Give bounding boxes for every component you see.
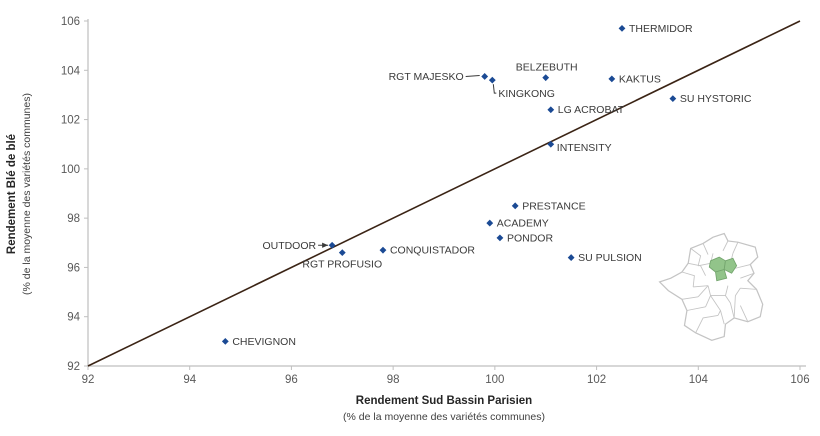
data-point <box>511 202 519 210</box>
department-border <box>697 285 709 298</box>
point-label: ACADEMY <box>497 218 549 230</box>
data-point <box>338 249 346 257</box>
point-label: RGT MAJESKO <box>389 71 464 83</box>
x-axis-title-sub: (% de la moyenne des variétés communes) <box>343 411 545 423</box>
point-label: THERMIDOR <box>629 23 693 35</box>
x-tick-label: 100 <box>485 374 504 386</box>
department-border <box>725 285 729 296</box>
x-tick-label: 102 <box>587 374 606 386</box>
point-label: PRESTANCE <box>522 200 585 212</box>
data-point <box>379 246 387 254</box>
point-label: LG ACROBAT <box>558 104 625 116</box>
data-point <box>542 74 550 82</box>
label-connector <box>492 84 497 94</box>
data-point <box>618 24 626 32</box>
y-tick-label: 92 <box>67 361 80 373</box>
department-border <box>681 271 695 287</box>
y-tick-label: 106 <box>61 16 80 28</box>
highlighted-region <box>723 257 738 274</box>
y-tick-label: 102 <box>61 115 80 127</box>
y-tick-label: 94 <box>67 312 80 324</box>
data-point <box>328 241 336 249</box>
department-border <box>695 315 719 334</box>
data-point <box>547 106 555 114</box>
france-departments-map-icon <box>658 232 764 341</box>
point-label: BELZEBUTH <box>516 62 578 74</box>
department-border <box>720 310 725 325</box>
y-tick-label: 96 <box>67 262 80 274</box>
x-axis-title: Rendement Sud Bassin Parisien (% de la m… <box>343 393 545 425</box>
point-label: INTENSITY <box>557 142 612 154</box>
department-border <box>733 287 741 318</box>
point-label: PONDOR <box>507 232 554 244</box>
department-border <box>698 262 711 267</box>
department-border <box>681 296 699 300</box>
department-border <box>740 287 757 290</box>
department-border <box>710 295 731 304</box>
data-point <box>481 73 489 80</box>
data-point <box>567 254 575 261</box>
label-connector <box>465 74 480 77</box>
point-label: KAKTUS <box>619 73 661 85</box>
x-tick-label: 104 <box>689 374 709 386</box>
label-arrowhead <box>322 242 329 248</box>
data-point <box>221 337 229 345</box>
department-border <box>710 295 721 316</box>
data-point <box>488 76 496 84</box>
point-label: SU HYSTORIC <box>680 93 752 105</box>
point-label: OUTDOOR <box>262 240 316 252</box>
y-tick-label: 100 <box>61 164 80 176</box>
department-border <box>690 248 702 266</box>
x-axis-title-main: Rendement Sud Bassin Parisien <box>355 395 533 407</box>
department-border <box>700 265 706 276</box>
y-tick-label: 98 <box>67 213 80 225</box>
data-point <box>486 219 494 227</box>
department-border <box>722 240 729 252</box>
france-outline <box>658 232 764 341</box>
x-tick-label: 96 <box>285 374 298 386</box>
department-border <box>729 302 735 319</box>
department-border <box>740 272 755 279</box>
point-label: SU PULSION <box>578 252 642 264</box>
highlighted-region <box>715 268 728 282</box>
department-border <box>686 306 706 311</box>
point-label: RGT PROFUSIO <box>302 259 382 271</box>
department-border <box>732 242 739 254</box>
data-point <box>608 75 616 83</box>
data-point <box>669 95 677 103</box>
point-label: CONQUISTADOR <box>390 245 475 257</box>
department-border <box>702 243 709 255</box>
point-label: CHEVIGNON <box>232 336 296 348</box>
department-border <box>693 285 709 288</box>
x-tick-label: 106 <box>790 374 809 386</box>
department-border <box>735 264 751 269</box>
x-tick-label: 92 <box>82 374 95 386</box>
data-point <box>496 234 504 242</box>
department-border <box>739 305 749 322</box>
identity-line <box>87 20 801 367</box>
data-point <box>547 140 555 148</box>
y-tick-label: 104 <box>61 65 81 77</box>
point-label: KINGKONG <box>498 88 555 100</box>
x-tick-label: 94 <box>183 374 196 386</box>
x-tick-label: 98 <box>387 374 400 386</box>
